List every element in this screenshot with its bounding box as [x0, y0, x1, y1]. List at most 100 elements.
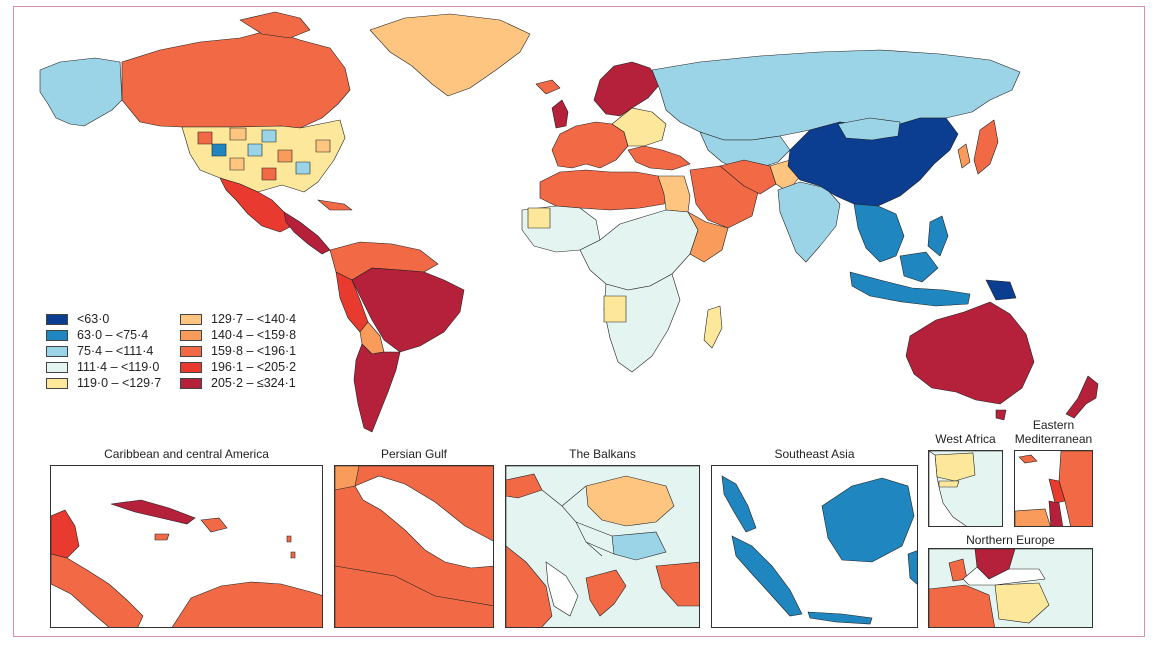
inset-eastmed-cyprus [1018, 454, 1038, 464]
inset-seasia [711, 465, 918, 628]
region-korea [957, 143, 971, 169]
inset-westafrica [928, 450, 1003, 527]
inset-title-northeurope: Northern Europe [966, 533, 1055, 547]
region-us-state-1 [229, 127, 247, 141]
region-borneo [899, 251, 939, 283]
legend: <63·0 63·0 – <75·4 75·4 – <111·4 111·4 –… [46, 312, 346, 396]
region-us-state-7 [295, 161, 311, 175]
figure-frame [13, 6, 1145, 637]
inset-title-caribbean: Caribbean and central America [104, 447, 269, 461]
inset-northeurope-germany [929, 584, 995, 627]
legend-item-4: 111·4 – <119·0 [46, 360, 159, 374]
region-central-asia [699, 131, 791, 171]
legend-item-3: 75·4 – <111·4 [46, 344, 153, 358]
legend-swatch-1 [46, 313, 68, 325]
inset-seasia-map [721, 475, 917, 625]
inset-caribbean-hispaniola [200, 517, 228, 533]
legend-item-9: 196·1 – <205·2 [180, 360, 296, 374]
inset-westafrica-gambia [938, 480, 960, 488]
region-philippines [927, 215, 949, 257]
legend-swatch-2 [46, 329, 68, 341]
region-angola [603, 295, 627, 323]
region-us-state-5 [229, 157, 245, 171]
inset-balkans-greece [585, 569, 627, 617]
inset-northeurope-poland [994, 582, 1050, 624]
region-canada [121, 29, 351, 129]
region-mauritania [527, 207, 551, 229]
inset-title-seasia: Southeast Asia [774, 447, 855, 461]
legend-label-9: 196·1 – <205·2 [211, 360, 297, 374]
inset-eastmed-israel [1048, 500, 1063, 526]
legend-swatch-9 [180, 361, 202, 373]
region-scandinavia [593, 61, 661, 117]
inset-title-balkans: The Balkans [569, 447, 636, 461]
legend-item-5: 119·0 – <129·7 [46, 376, 161, 390]
inset-gulf [334, 465, 494, 628]
legend-swatch-4 [46, 361, 68, 373]
inset-gulf-kuwait [335, 466, 360, 491]
region-australia [905, 301, 1035, 405]
legend-label-3: 75·4 – <111·4 [77, 344, 154, 358]
region-us-state-2 [261, 129, 277, 143]
region-southern-cone [353, 343, 401, 433]
inset-caribbean-lesser-antilles [286, 535, 296, 559]
legend-item-7: 140·4 – <159·8 [180, 328, 296, 342]
inset-caribbean-map [51, 499, 322, 627]
region-iceland [535, 79, 561, 95]
inset-title-eastmed-line2: Mediterranean [1014, 432, 1093, 446]
region-madagascar [703, 305, 723, 349]
region-arctic-islands [239, 11, 311, 39]
inset-balkans-bulgaria [611, 531, 667, 561]
region-brazil [351, 267, 465, 353]
inset-caribbean-mexico [51, 509, 80, 559]
inset-caribbean-jamaica [154, 533, 170, 541]
legend-swatch-3 [46, 345, 68, 357]
region-horn-africa [687, 211, 729, 263]
legend-label-6: 129·7 – <140·4 [211, 312, 297, 326]
inset-gulf-border [335, 565, 493, 606]
inset-balkans-borders [541, 485, 615, 557]
region-japan [973, 119, 999, 175]
inset-westafrica-water [929, 451, 967, 526]
legend-label-2: 63·0 – <75·4 [77, 328, 149, 342]
legend-swatch-7 [180, 329, 202, 341]
region-north-africa [539, 169, 671, 211]
inset-seasia-sumatra [731, 535, 803, 617]
legend-label-4: 111·4 – <119·0 [77, 360, 160, 374]
region-us-state-10 [315, 139, 331, 153]
inset-balkans-italy [506, 545, 553, 627]
inset-balkans-romania [585, 475, 675, 527]
inset-eastmed-lebanon [1048, 478, 1066, 504]
region-indonesia [849, 271, 971, 307]
region-us-state-9 [197, 131, 213, 145]
inset-seasia-borneo [821, 477, 915, 563]
region-tasmania [995, 409, 1007, 421]
region-india [777, 181, 841, 263]
inset-title-eastmed: Eastern Mediterranean [1014, 418, 1093, 446]
region-central-america [283, 211, 331, 255]
inset-caribbean-cuba [110, 499, 196, 525]
legend-item-6: 129·7 – <140·4 [180, 312, 296, 326]
inset-seasia-java [807, 611, 873, 625]
region-western-europe [551, 121, 629, 169]
legend-item-2: 63·0 – <75·4 [46, 328, 148, 342]
region-alaska [39, 57, 123, 127]
region-new-zealand [1065, 375, 1099, 419]
inset-balkans-austria [506, 473, 543, 499]
region-us-state-4 [211, 143, 227, 157]
inset-caribbean [50, 465, 323, 628]
legend-swatch-6 [180, 313, 202, 325]
world-map [39, 11, 1099, 433]
inset-title-westafrica: West Africa [935, 432, 996, 446]
inset-caribbean-south-america [171, 581, 322, 627]
inset-seasia-malaysia-peninsula [721, 475, 757, 533]
inset-eastmed-syria [1058, 451, 1092, 526]
inset-title-gulf: Persian Gulf [380, 447, 448, 461]
region-greenland [369, 13, 531, 97]
inset-title-eastmed-line1: Eastern [1032, 418, 1075, 432]
inset-northeurope [928, 548, 1093, 628]
legend-swatch-8 [180, 345, 202, 357]
region-se-asia [853, 203, 905, 263]
inset-westafrica-map [929, 451, 1002, 526]
inset-northeurope-baltic [962, 566, 1046, 586]
